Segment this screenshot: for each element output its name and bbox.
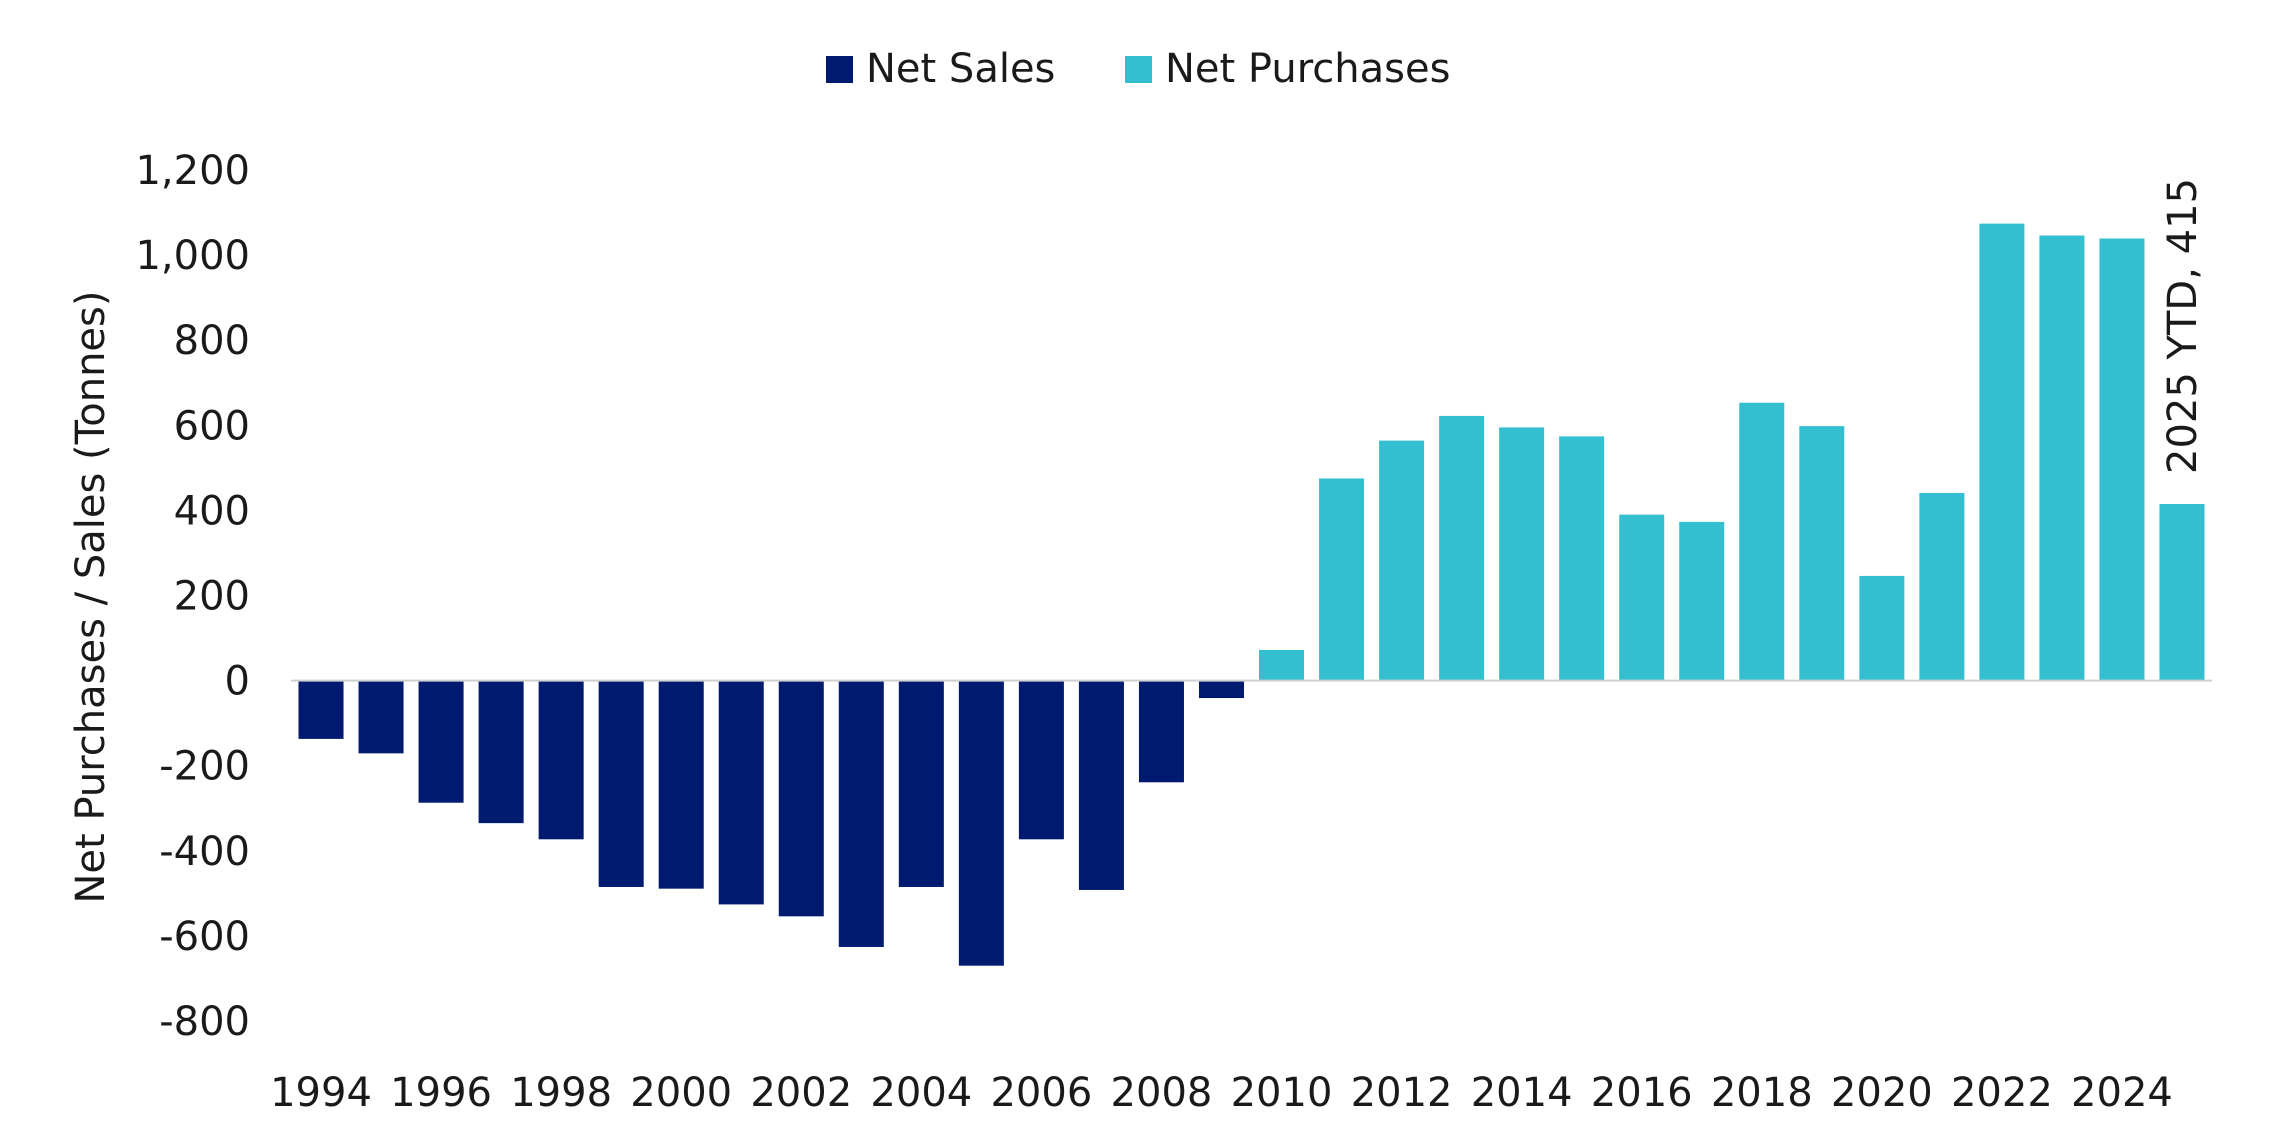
bar-2005 xyxy=(958,680,1004,966)
y-tick-label: -200 xyxy=(159,744,250,790)
legend-swatch-net-sales xyxy=(826,56,853,83)
x-tick-label: 2008 xyxy=(1111,1070,1213,1116)
bar-2006 xyxy=(1018,680,1064,840)
x-tick-label: 2014 xyxy=(1471,1070,1573,1116)
bar-2007 xyxy=(1078,680,1124,890)
legend: Net Sales Net Purchases xyxy=(826,46,1450,92)
bar-2008 xyxy=(1138,680,1184,783)
y-tick-label: -800 xyxy=(159,999,250,1045)
bar-2002 xyxy=(778,680,824,917)
x-tick-label: 1998 xyxy=(510,1070,612,1116)
y-tick-label: -600 xyxy=(159,914,250,960)
y-tick-label: 200 xyxy=(174,574,250,620)
y-axis-title: Net Purchases / Sales (Tonnes) xyxy=(68,291,114,904)
x-tick-label: 2016 xyxy=(1591,1070,1693,1116)
y-tick-label: -400 xyxy=(159,829,250,875)
bar-2004 xyxy=(898,680,944,887)
x-tick-label: 1996 xyxy=(390,1070,492,1116)
bar-2017 xyxy=(1679,521,1725,681)
bar-1995 xyxy=(358,680,404,754)
bar-1999 xyxy=(598,680,644,887)
y-tick-labels: -800 -600 -400 -200 0 200 400 600 800 1,000 1,200 xyxy=(135,148,250,1045)
bar-2000 xyxy=(658,680,704,889)
x-tick-label: 2010 xyxy=(1231,1070,1333,1116)
bar-2011 xyxy=(1319,478,1365,681)
annotation-2025-ytd: 2025 YTD, 415 xyxy=(2160,178,2206,474)
legend-label-net-purchases: Net Purchases xyxy=(1165,46,1450,92)
x-tick-label: 2024 xyxy=(2071,1070,2173,1116)
x-tick-labels: 1994 1996 1998 2000 2002 2004 2006 2008 2010 2012… xyxy=(270,1070,2173,1116)
y-tick-label: 0 xyxy=(225,659,250,705)
x-tick-label: 1994 xyxy=(270,1070,372,1116)
bar-1997 xyxy=(478,680,524,824)
bar-2020 xyxy=(1859,575,1905,681)
bar-2013 xyxy=(1439,415,1485,681)
x-tick-label: 2020 xyxy=(1831,1070,1933,1116)
x-tick-label: 2022 xyxy=(1951,1070,2053,1116)
y-tick-label: 1,000 xyxy=(135,233,250,279)
bar-1998 xyxy=(538,680,584,840)
bar-2018 xyxy=(1739,402,1785,681)
y-tick-label: 1,200 xyxy=(135,148,250,194)
x-tick-label: 2006 xyxy=(990,1070,1092,1116)
bar-2024 xyxy=(2099,238,2145,681)
bar-2014 xyxy=(1499,427,1545,681)
bar-2022 xyxy=(1979,223,2025,681)
bars xyxy=(298,223,2205,966)
y-tick-label: 800 xyxy=(174,318,250,364)
bar-2021 xyxy=(1919,492,1965,681)
x-tick-label: 2012 xyxy=(1351,1070,1453,1116)
bar-2016 xyxy=(1619,514,1665,681)
bar-2012 xyxy=(1379,440,1425,681)
x-tick-label: 2004 xyxy=(870,1070,972,1116)
bar-2015 xyxy=(1559,436,1605,681)
bar-2001 xyxy=(718,680,764,905)
y-tick-label: 600 xyxy=(174,403,250,449)
x-tick-label: 2000 xyxy=(630,1070,732,1116)
legend-label-net-sales: Net Sales xyxy=(866,46,1055,92)
bar-1996 xyxy=(418,680,464,803)
x-tick-label: 2018 xyxy=(1711,1070,1813,1116)
bar-1994 xyxy=(298,680,344,739)
y-tick-label: 400 xyxy=(174,488,250,534)
bar-2023 xyxy=(2039,235,2085,681)
legend-swatch-net-purchases xyxy=(1125,56,1152,83)
x-tick-label: 2002 xyxy=(750,1070,852,1116)
bar-2010 xyxy=(1259,649,1305,681)
bar-2025 xyxy=(2159,504,2205,681)
bar-2009 xyxy=(1198,680,1244,699)
bar-2019 xyxy=(1799,426,1845,681)
bar-2003 xyxy=(838,680,884,947)
